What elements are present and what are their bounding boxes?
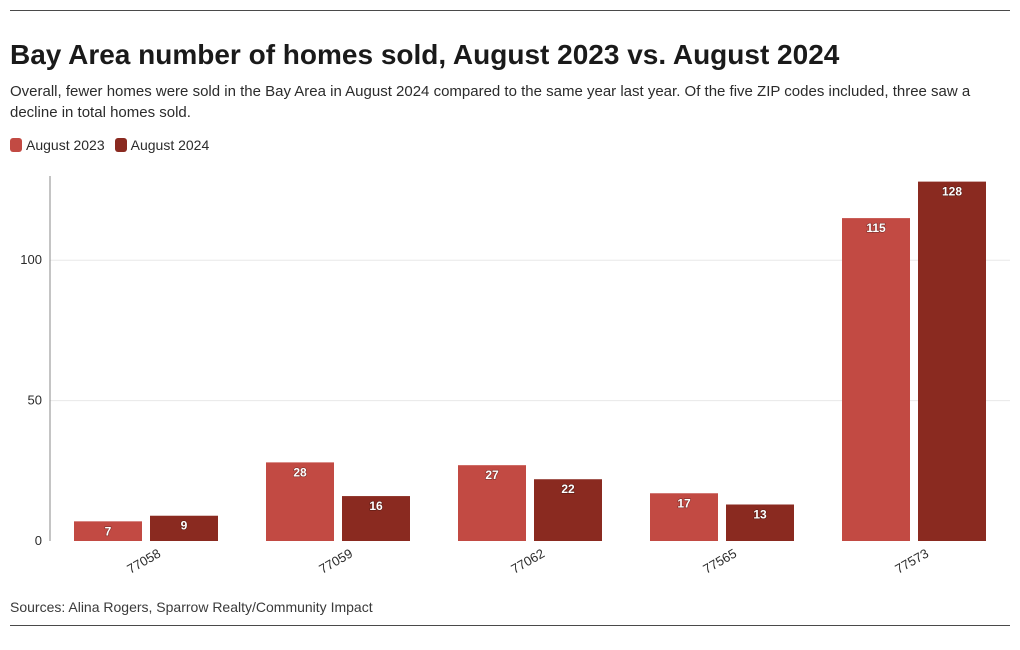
svg-text:50: 50 [28,393,42,408]
legend: August 2023 August 2024 [10,137,1010,153]
legend-item-2023: August 2023 [10,137,105,153]
chart-svg: 0 50 100 7 9 77058 28 16 77059 27 22 77062 17 13 77565… [10,171,1010,581]
legend-item-2024: August 2024 [115,137,210,153]
x-label-77565: 77565 [700,546,739,577]
svg-text:0: 0 [35,533,42,548]
bar-77573-0 [842,218,910,541]
source-line: Sources: Alina Rogers, Sparrow Realty/Co… [10,599,1010,615]
bar-label-77573-1: 128 [942,185,962,199]
chart-subtitle: Overall, fewer homes were sold in the Ba… [10,81,1010,123]
bar-label-77565-0: 17 [677,496,691,510]
x-label-77058: 77058 [124,546,163,577]
chart: 0 50 100 7 9 77058 28 16 77059 27 22 77062 17 13 77565… [10,171,1010,581]
bar-label-77062-1: 22 [561,482,575,496]
bar-77573-1 [918,182,986,541]
bar-label-77062-0: 27 [485,468,499,482]
bar-label-77573-0: 115 [866,221,886,235]
legend-swatch-2024 [115,138,127,152]
bar-label-77058-1: 9 [181,519,188,533]
bar-label-77059-0: 28 [293,465,307,479]
chart-title: Bay Area number of homes sold, August 20… [10,39,1010,71]
bar-label-77059-1: 16 [369,499,383,513]
legend-swatch-2023 [10,138,22,152]
x-label-77062: 77062 [508,546,547,577]
top-rule [10,10,1010,11]
legend-label-2023: August 2023 [26,137,105,153]
x-label-77573: 77573 [892,546,931,577]
legend-label-2024: August 2024 [131,137,210,153]
x-label-77059: 77059 [316,546,355,577]
bar-label-77058-0: 7 [105,524,112,538]
svg-text:100: 100 [20,252,42,267]
bottom-rule [10,625,1010,626]
bar-label-77565-1: 13 [753,508,767,522]
